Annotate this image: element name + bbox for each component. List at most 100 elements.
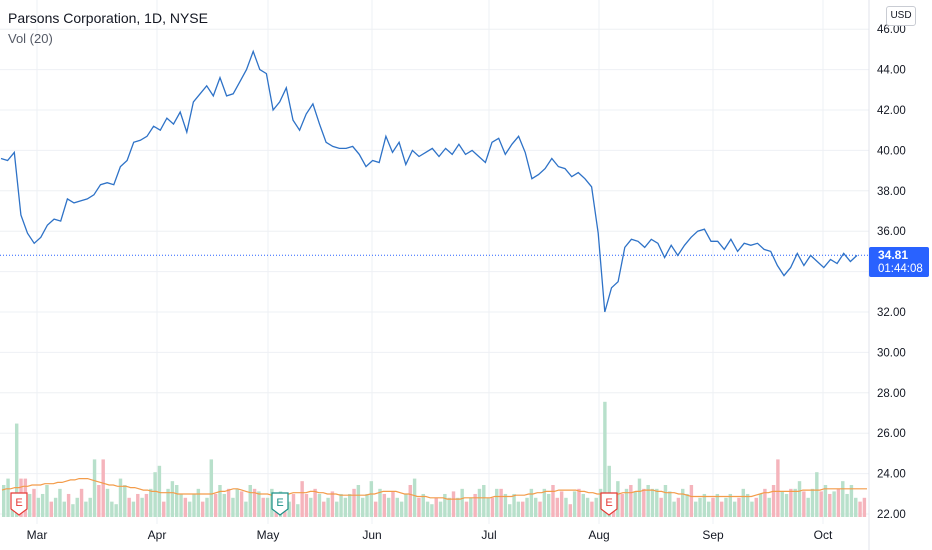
volume-bar <box>858 501 862 517</box>
volume-bar <box>71 504 75 517</box>
volume-bar <box>399 501 404 517</box>
volume-bar <box>378 488 382 517</box>
volume-bar <box>512 493 516 517</box>
volume-bar <box>313 488 317 517</box>
symbol-title[interactable]: Parsons Corporation, 1D, NYSE <box>8 10 208 26</box>
volume-bar <box>719 501 724 517</box>
y-tick-label: 42.00 <box>877 105 906 117</box>
volume-bar <box>681 488 685 517</box>
volume-bar <box>486 497 490 517</box>
volume-bar <box>689 485 694 517</box>
x-tick-label: May <box>257 528 280 542</box>
volume-bar <box>616 481 620 517</box>
earnings-marker-label: E <box>15 497 22 509</box>
earnings-marker-icon[interactable]: E <box>10 492 28 516</box>
volume-indicator-label[interactable]: Vol (20) <box>8 31 53 46</box>
volume-bar <box>222 493 227 517</box>
volume-bar <box>348 493 352 517</box>
volume-bar <box>291 493 296 517</box>
volume-bar <box>473 493 477 517</box>
volume-bar <box>317 493 322 517</box>
volume-bar <box>200 501 205 517</box>
volume-bar <box>296 504 300 517</box>
volume-bar <box>577 488 581 517</box>
volume-bar <box>637 478 642 517</box>
volume-bar <box>386 497 391 517</box>
volume-bar <box>40 493 45 517</box>
volume-bar <box>58 488 62 517</box>
volume-bar <box>706 501 711 517</box>
volume-bar <box>646 485 650 517</box>
volume-bar <box>196 488 201 517</box>
volume-bar <box>464 501 469 517</box>
volume-bar <box>620 493 624 517</box>
volume-bar <box>114 504 118 517</box>
volume-bar <box>694 501 698 517</box>
volume-bar <box>356 485 361 517</box>
volume-bar <box>819 491 823 517</box>
volume-bar <box>27 493 32 517</box>
volume-bar <box>469 497 473 517</box>
earnings-marker-icon[interactable]: E <box>600 492 618 516</box>
volume-bar <box>75 497 79 517</box>
last-price-value: 34.81 <box>878 248 909 262</box>
volume-bar <box>326 497 330 517</box>
volume-bar <box>698 497 702 517</box>
volume-bar <box>555 497 560 517</box>
x-axis[interactable]: Mar Apr May Jun Jul Aug Sep Oct <box>27 528 833 542</box>
volume-bar <box>559 491 564 517</box>
volume-bar <box>482 485 486 517</box>
volume-bar <box>784 493 789 517</box>
volume-bar <box>153 472 157 517</box>
volume-bar <box>430 504 434 517</box>
volume-bar <box>365 493 369 517</box>
volume-bar <box>140 497 144 517</box>
volume-bar <box>235 488 239 517</box>
earnings-marker-shape <box>10 492 28 516</box>
earnings-marker-icon[interactable]: E <box>271 492 289 516</box>
volume-bar <box>711 497 715 517</box>
volume-bar <box>404 493 408 517</box>
chart-legend: Parsons Corporation, 1D, NYSE Vol (20) <box>8 9 208 48</box>
last-price-badge: 34.81 01:44:08 <box>869 247 929 277</box>
y-tick-label: 28.00 <box>877 388 906 400</box>
volume-bar <box>551 485 555 517</box>
bar-countdown: 01:44:08 <box>878 263 923 275</box>
volume-bar <box>624 488 629 517</box>
volume-bar <box>650 488 655 517</box>
volume-bar <box>629 485 633 517</box>
volume-bar <box>724 497 728 517</box>
volume-bar <box>564 497 568 517</box>
x-tick-label: Mar <box>27 528 48 542</box>
volume-bar <box>806 497 810 517</box>
volume-bar <box>568 504 573 517</box>
volume-bar <box>66 493 71 517</box>
volume-bar <box>862 497 867 517</box>
volume-bar <box>166 488 170 517</box>
currency-button[interactable]: USD <box>886 6 916 26</box>
volume-bar <box>702 493 707 517</box>
volume-bar <box>32 488 36 517</box>
volume-bar <box>92 459 97 517</box>
volume-bar <box>352 488 356 517</box>
volume-bar <box>633 491 637 517</box>
volume-bar <box>642 488 646 517</box>
volume-bar <box>417 497 421 517</box>
volume-bar <box>594 497 598 517</box>
volume-bars <box>2 401 867 517</box>
volume-bar <box>451 491 456 517</box>
volume-bar <box>663 485 668 517</box>
earnings-marker-shape <box>271 492 289 516</box>
volume-bar <box>832 491 836 517</box>
volume-bar <box>607 465 611 517</box>
volume-bar <box>672 501 676 517</box>
volume-bar <box>179 493 183 517</box>
volume-bar <box>339 493 343 517</box>
volume-bar <box>763 488 767 517</box>
volume-bar <box>525 497 529 517</box>
volume-bar <box>335 501 339 517</box>
volume-bar <box>802 491 806 517</box>
y-tick-label: 40.00 <box>877 145 906 157</box>
